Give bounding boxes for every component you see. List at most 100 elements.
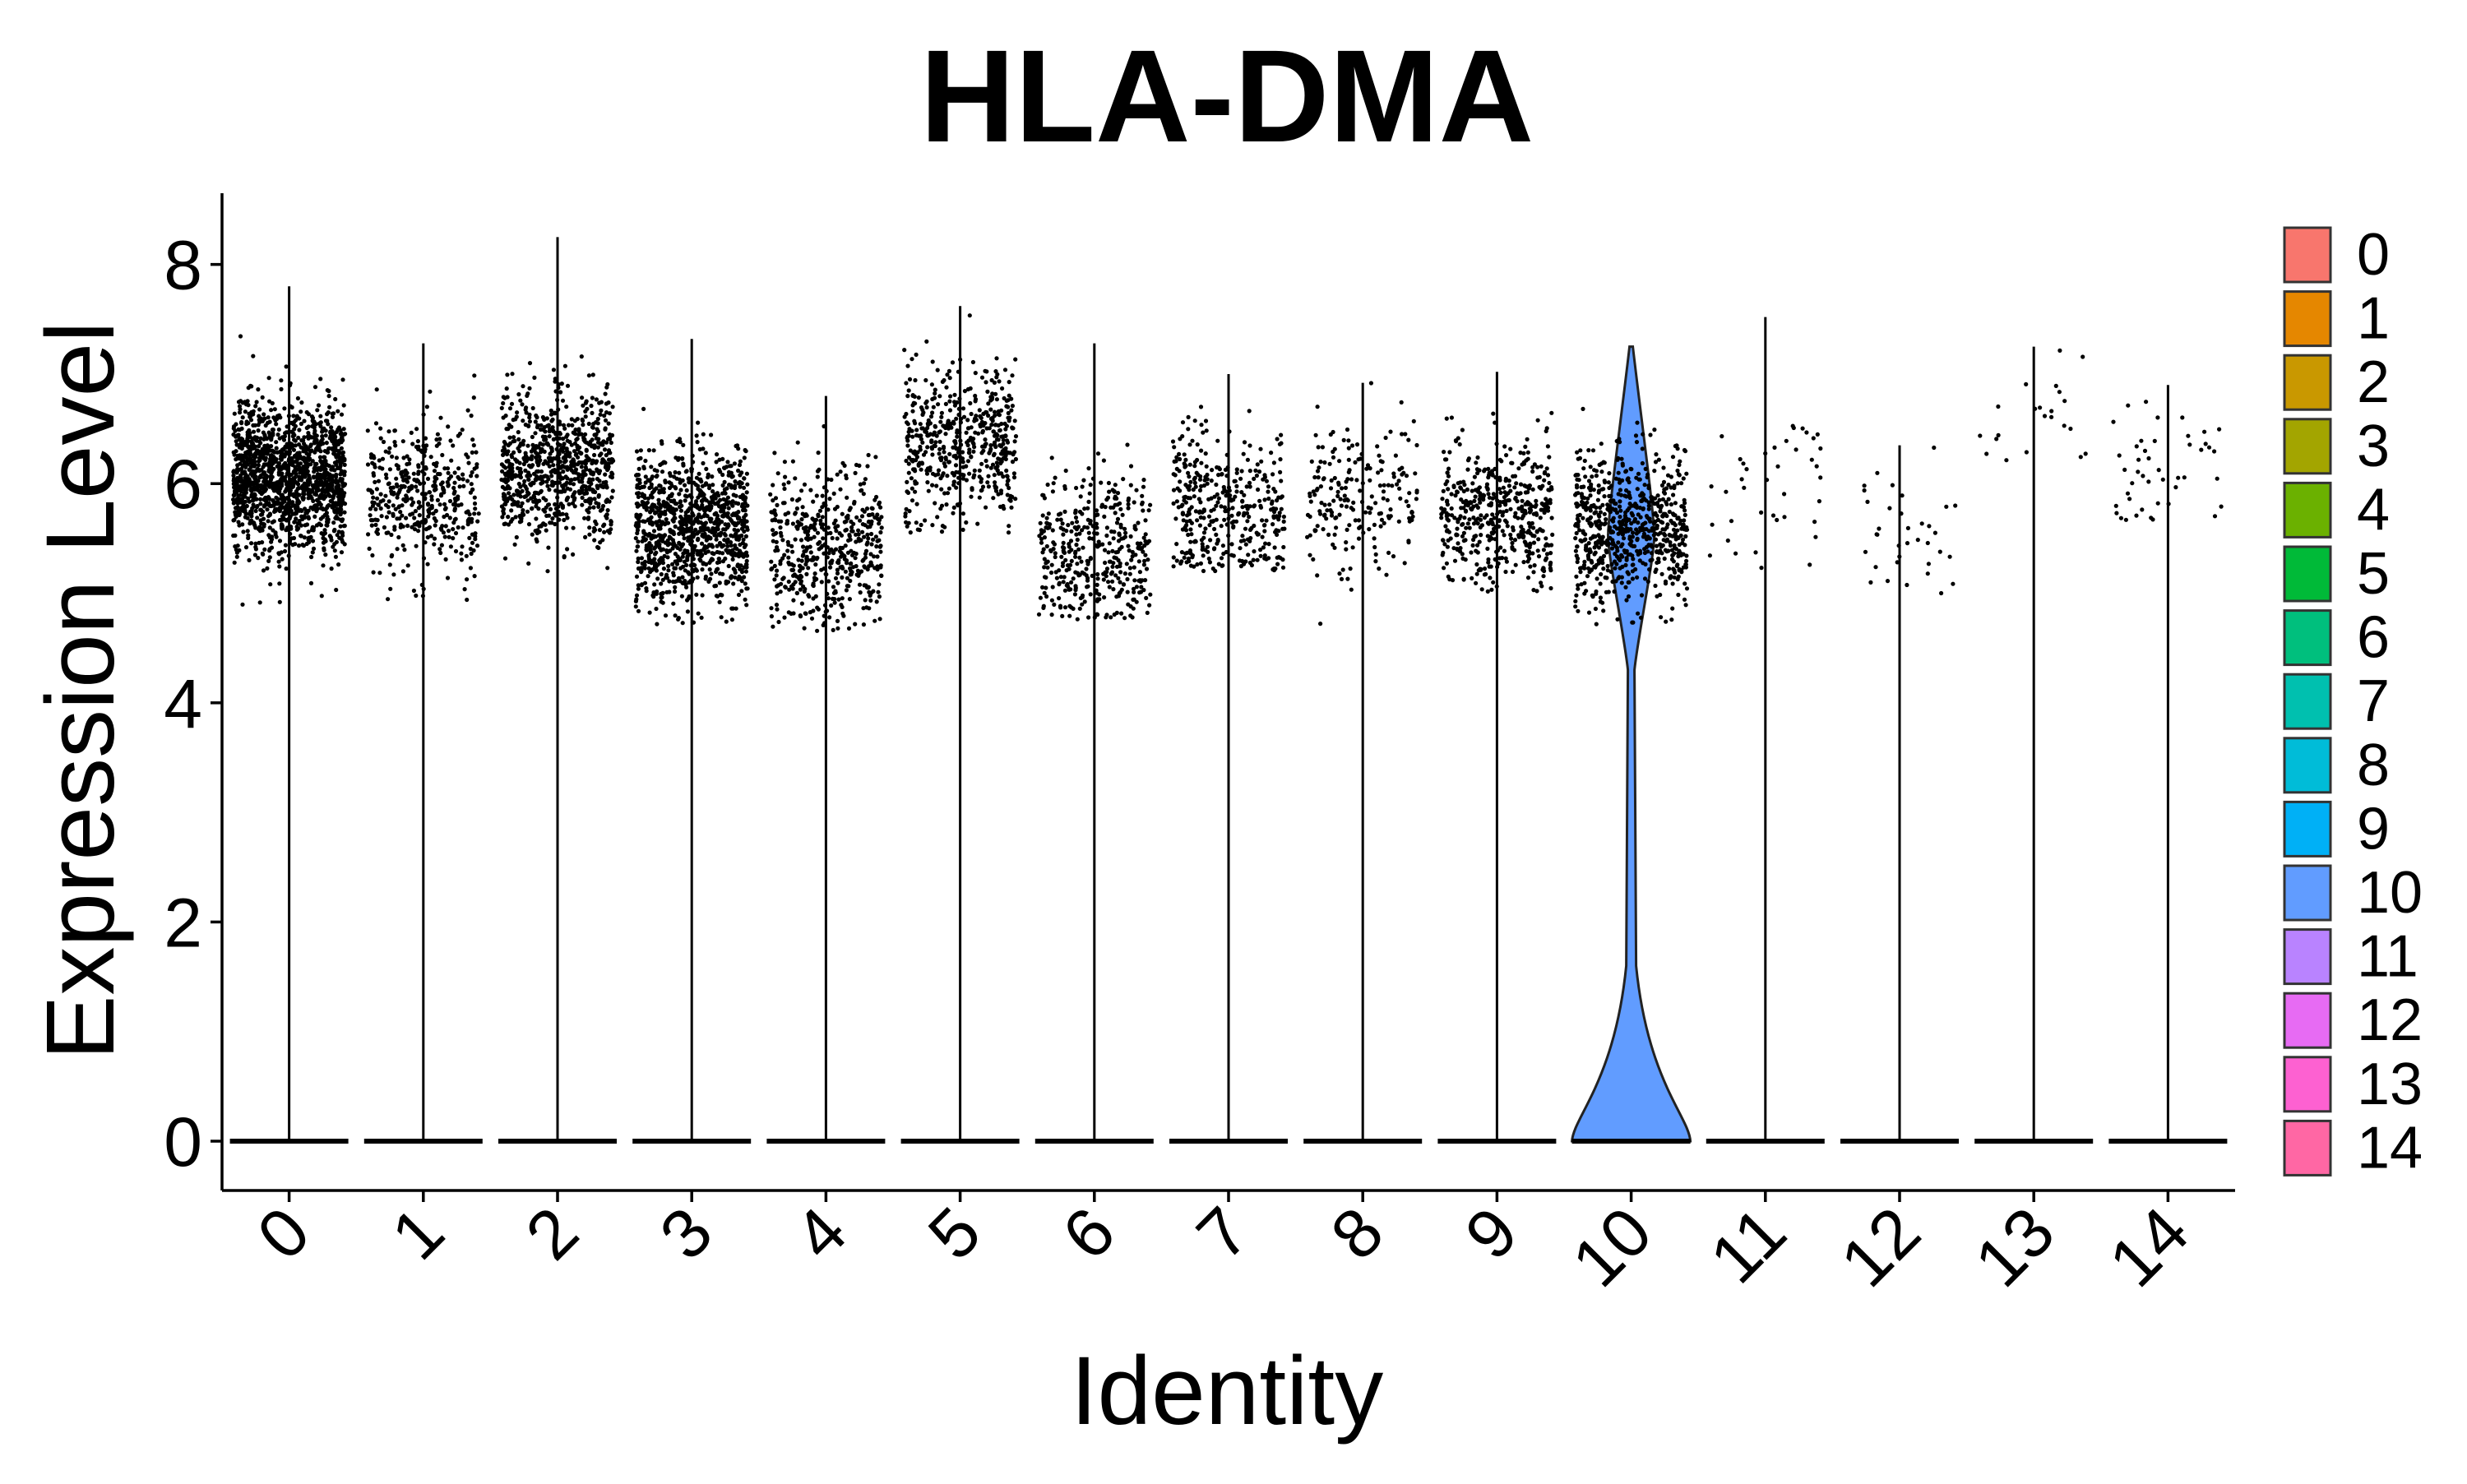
data-point — [415, 488, 419, 492]
data-point — [604, 418, 608, 423]
data-point — [241, 529, 245, 534]
data-point — [439, 526, 443, 530]
data-point — [678, 501, 683, 505]
data-point — [805, 555, 809, 559]
data-point — [811, 596, 815, 600]
data-point — [604, 514, 608, 518]
data-point — [722, 503, 726, 507]
data-point — [587, 533, 591, 537]
data-point — [857, 464, 861, 468]
data-point — [1080, 528, 1084, 532]
data-point — [568, 466, 572, 470]
data-point — [729, 607, 734, 611]
data-point — [334, 449, 338, 453]
data-point — [817, 451, 821, 455]
data-point — [284, 507, 288, 511]
data-point — [243, 500, 248, 504]
data-point — [772, 508, 776, 512]
data-point — [695, 433, 699, 437]
data-point — [324, 523, 328, 527]
data-point — [817, 608, 821, 612]
data-point — [741, 508, 745, 512]
data-point — [727, 564, 731, 568]
data-point — [378, 427, 382, 431]
data-point — [849, 549, 853, 553]
data-point — [647, 532, 651, 536]
data-point — [787, 580, 791, 584]
chart-title: HLA-DMA — [920, 22, 1534, 169]
data-point — [553, 411, 557, 415]
data-point — [1007, 524, 1011, 528]
data-point — [924, 340, 928, 344]
data-point — [446, 424, 450, 428]
data-point — [533, 431, 537, 435]
data-point — [331, 415, 335, 419]
data-point — [238, 405, 242, 409]
data-point — [1118, 570, 1122, 574]
data-point — [730, 617, 734, 622]
data-point — [376, 532, 380, 536]
data-point — [687, 480, 691, 484]
data-point — [865, 543, 869, 547]
data-point — [999, 409, 1003, 413]
data-point — [693, 528, 697, 532]
data-point — [387, 511, 391, 515]
data-point — [952, 506, 956, 510]
data-point — [414, 479, 419, 483]
data-point — [1007, 530, 1011, 534]
data-point — [702, 547, 706, 551]
data-point — [598, 453, 602, 457]
data-point — [857, 532, 861, 536]
data-point — [277, 414, 281, 418]
data-point — [268, 480, 272, 484]
data-point — [503, 557, 507, 561]
data-point — [833, 601, 837, 605]
data-point — [562, 427, 567, 431]
data-point — [601, 504, 605, 508]
data-point — [279, 378, 283, 382]
data-point — [942, 378, 946, 382]
data-point — [408, 487, 412, 491]
data-point — [338, 466, 342, 470]
data-point — [862, 622, 866, 626]
data-point — [531, 406, 535, 410]
data-point — [465, 478, 470, 483]
data-point — [910, 487, 914, 491]
data-point — [320, 531, 324, 535]
data-point — [426, 477, 430, 481]
data-point — [470, 414, 474, 418]
data-point — [405, 524, 410, 528]
data-point — [283, 549, 287, 553]
data-point — [845, 476, 849, 480]
data-point — [562, 555, 567, 559]
data-point — [387, 499, 391, 503]
data-point — [558, 422, 562, 426]
data-point — [404, 478, 408, 482]
data-point — [608, 451, 612, 455]
data-point — [555, 398, 559, 402]
data-point — [460, 557, 464, 562]
data-point — [687, 476, 691, 480]
data-point — [473, 496, 477, 500]
data-point — [563, 364, 567, 368]
data-point — [465, 511, 469, 515]
data-point — [1122, 616, 1127, 620]
data-point — [550, 516, 554, 520]
data-point — [967, 447, 971, 451]
data-point — [440, 453, 444, 457]
data-point — [399, 470, 403, 474]
data-point — [291, 483, 295, 487]
data-point — [720, 551, 724, 555]
data-point — [975, 522, 979, 526]
data-point — [570, 417, 574, 421]
data-point — [1067, 550, 1072, 554]
data-point — [933, 388, 937, 392]
data-point — [408, 512, 412, 516]
data-point — [580, 465, 584, 469]
data-point — [930, 523, 934, 527]
data-point — [925, 480, 929, 484]
data-point — [860, 508, 864, 512]
data-point — [372, 474, 376, 478]
data-point — [955, 428, 959, 432]
data-point — [343, 463, 347, 467]
